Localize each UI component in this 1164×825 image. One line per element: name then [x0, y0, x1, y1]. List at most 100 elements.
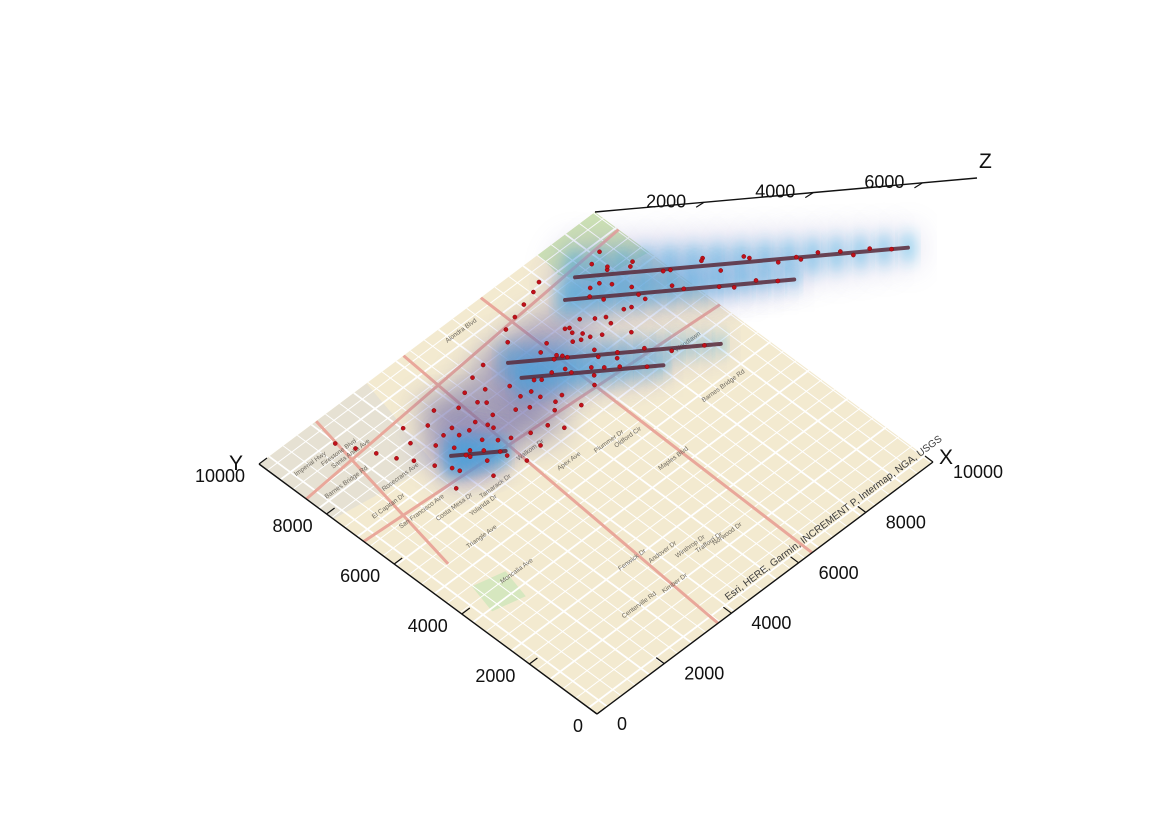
map-street	[339, 403, 678, 654]
map-arterial-road	[315, 420, 450, 565]
data-point	[580, 331, 585, 336]
data-point	[528, 430, 533, 436]
data-point	[512, 314, 518, 320]
data-point	[629, 284, 635, 290]
data-point	[504, 453, 510, 458]
map-street	[588, 455, 926, 709]
data-point	[589, 261, 595, 267]
data-point	[747, 255, 752, 261]
x-tick-label: 10000	[953, 462, 1003, 482]
data-point	[621, 306, 627, 312]
data-point	[629, 329, 634, 335]
map-park-area	[471, 571, 526, 612]
x-tick-mark	[588, 707, 598, 715]
data-column	[449, 449, 508, 458]
data-point	[668, 267, 673, 273]
data-point	[589, 365, 594, 370]
data-point	[441, 433, 446, 438]
x-tick-mark	[790, 556, 799, 564]
data-point	[531, 289, 536, 295]
data-columns	[449, 245, 910, 458]
data-point	[642, 296, 648, 302]
z-tick-label: 2000	[646, 191, 686, 211]
x-axis-line	[596, 461, 934, 715]
data-point	[601, 365, 607, 370]
data-point	[553, 399, 558, 405]
data-point	[539, 377, 544, 383]
data-point	[567, 325, 572, 331]
data-point	[562, 326, 568, 332]
map-street	[421, 331, 758, 585]
data-point	[551, 356, 557, 362]
data-point	[467, 428, 472, 433]
data-point	[570, 339, 576, 344]
y-tick-label: 10000	[195, 466, 245, 486]
data-point	[433, 443, 439, 448]
data-point	[838, 249, 843, 254]
data-point	[681, 286, 687, 292]
data-point	[482, 387, 488, 392]
data-point	[431, 408, 437, 413]
data-point	[569, 330, 575, 336]
x-tick-mark	[655, 657, 665, 665]
data-point	[630, 259, 635, 264]
data-point	[456, 432, 462, 438]
data-column	[563, 277, 797, 302]
data-point	[554, 352, 559, 358]
data-point	[470, 375, 475, 380]
data-point	[775, 260, 781, 265]
data-column	[573, 245, 910, 280]
data-point	[538, 443, 543, 448]
data-point	[592, 347, 597, 353]
data-point	[578, 337, 584, 343]
x-tick-label: 4000	[751, 613, 791, 633]
data-point	[702, 343, 707, 348]
axis-ticks: 0 2000 4000 6000 8000 10000 0 2000 4000 6000 8000 1…	[195, 172, 1003, 736]
data-point	[491, 425, 496, 430]
data-point	[518, 394, 523, 399]
data-point	[513, 407, 519, 412]
data-point	[480, 362, 486, 368]
data-point	[592, 316, 598, 321]
data-point	[463, 452, 469, 458]
data-point	[605, 264, 610, 270]
data-point	[394, 456, 399, 461]
data-point	[475, 399, 480, 405]
data-point	[462, 390, 468, 396]
y-tick-label: 4000	[408, 616, 448, 636]
data-point	[642, 345, 647, 351]
data-point	[507, 383, 512, 389]
y-tick-mark	[258, 457, 268, 465]
data-point	[527, 404, 533, 410]
data-point	[495, 437, 501, 443]
data-point	[579, 402, 584, 408]
data-point	[569, 370, 574, 375]
data-point	[669, 348, 675, 354]
axes	[258, 177, 978, 715]
x-axis-label: X	[939, 446, 953, 469]
data-point	[798, 257, 804, 262]
data-point	[491, 473, 496, 478]
data-point	[353, 446, 358, 451]
data-point	[449, 425, 455, 431]
map-street	[282, 445, 622, 697]
data-point	[699, 258, 704, 264]
x-tick-label: 0	[617, 714, 627, 734]
data-point	[597, 280, 602, 286]
data-point	[508, 435, 514, 441]
data-column	[505, 341, 723, 365]
z-tick-mark	[914, 182, 923, 189]
data-point	[449, 465, 455, 471]
map-street	[549, 426, 887, 680]
data-point	[587, 334, 593, 340]
data-point	[599, 332, 605, 337]
map-street	[310, 423, 650, 676]
y-tick-label: 0	[573, 716, 583, 736]
data-point	[467, 454, 473, 460]
data-point	[484, 400, 489, 405]
data-point	[591, 373, 597, 378]
map-street	[367, 381, 707, 633]
data-point	[815, 250, 821, 255]
map-street	[325, 413, 664, 665]
data-point	[597, 249, 602, 255]
